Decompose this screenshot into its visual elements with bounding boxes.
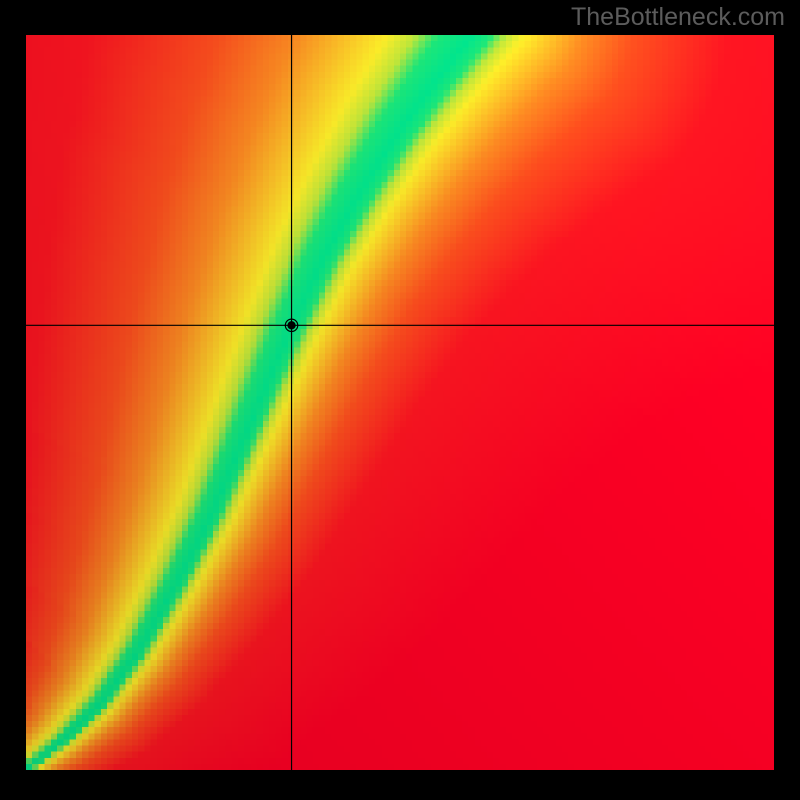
watermark-text: TheBottleneck.com	[571, 3, 785, 32]
bottleneck-heatmap-figure: { "figure": { "type": "heatmap", "canvas…	[0, 0, 800, 800]
bottleneck-heatmap-canvas	[26, 35, 774, 770]
